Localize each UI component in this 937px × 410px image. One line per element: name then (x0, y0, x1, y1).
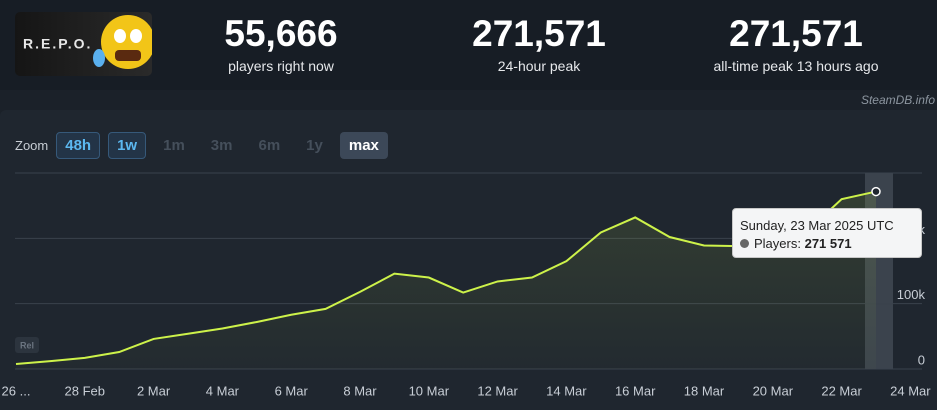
zoom-button[interactable]: max (339, 131, 388, 159)
zoom-bar: Zoom 48h 1w 1m 3m 6m 1y max (15, 131, 388, 159)
x-tick-label: 20 Mar (753, 383, 794, 398)
logo-text: R.E.P.O. (23, 36, 92, 52)
tooltip-value: 271 571 (804, 236, 852, 251)
tooltip-row: Players: 271 571 (740, 236, 852, 251)
logo-mouth (115, 50, 141, 61)
stat-label: players right now (228, 58, 334, 74)
stats-bar: R.E.P.O. 55,666 players right now 271,571… (0, 0, 937, 90)
x-tick-label: 8 Mar (343, 383, 377, 398)
logo-art: R.E.P.O. (23, 15, 152, 69)
zoom-button[interactable]: 6m (258, 136, 281, 154)
x-tick-label: 2 Mar (137, 383, 171, 398)
stat-label: all-time peak 13 hours ago (713, 58, 879, 74)
logo-tear (93, 49, 105, 67)
stat-value: 271,571 (472, 13, 606, 54)
x-tick-label: 16 Mar (615, 383, 656, 398)
game-logo[interactable]: R.E.P.O. (15, 12, 152, 76)
x-tick-label: 28 Feb (65, 383, 105, 398)
source: SteamDB.info (860, 93, 935, 107)
annotation-box (15, 337, 39, 353)
x-tick-label: 4 Mar (206, 383, 240, 398)
logo-eye (130, 29, 142, 43)
x-tick-label: 6 Mar (275, 383, 309, 398)
x-tick-label: 10 Mar (409, 383, 450, 398)
zoom-button[interactable]: 48h (56, 131, 101, 159)
zoom-button[interactable]: 1y (306, 136, 323, 154)
stat-value: 55,666 (224, 13, 338, 54)
x-tick-label: 26 ... (2, 383, 31, 398)
tooltip-date: Sunday, 23 Mar 2025 UTC (740, 218, 894, 233)
area (16, 191, 876, 369)
zoom-label: Zoom (15, 137, 49, 153)
x-tick-label: 24 Mar (890, 383, 931, 398)
logo-eye (114, 29, 126, 43)
zoom-button[interactable]: 1w (108, 131, 147, 159)
stat: 55,666 players right now (151, 13, 411, 75)
tooltip-label: Players: (754, 236, 801, 251)
hover-point (871, 186, 881, 197)
zoom-button[interactable]: 1m (163, 136, 185, 154)
x-tick-label: 22 Mar (821, 383, 862, 398)
stat: 271,571 all-time peak 13 hours ago (666, 13, 926, 75)
stat-value: 271,571 (729, 13, 863, 54)
y-tick-label: 100k (897, 287, 926, 302)
y-tick-label: 0 (918, 352, 925, 367)
x-tick-label: 12 Mar (477, 383, 518, 398)
tooltip-dot (740, 239, 749, 248)
zoom-button[interactable]: 3m (210, 136, 233, 154)
stat: 271,571 24-hour peak (409, 13, 669, 75)
x-tick-label: 14 Mar (546, 383, 587, 398)
x-tick-label: 18 Mar (684, 383, 725, 398)
annotation: Rel (20, 340, 34, 350)
stat-label: 24-hour peak (497, 58, 581, 74)
tooltip: Sunday, 23 Mar 2025 UTC Players: 271 571 (732, 208, 922, 258)
